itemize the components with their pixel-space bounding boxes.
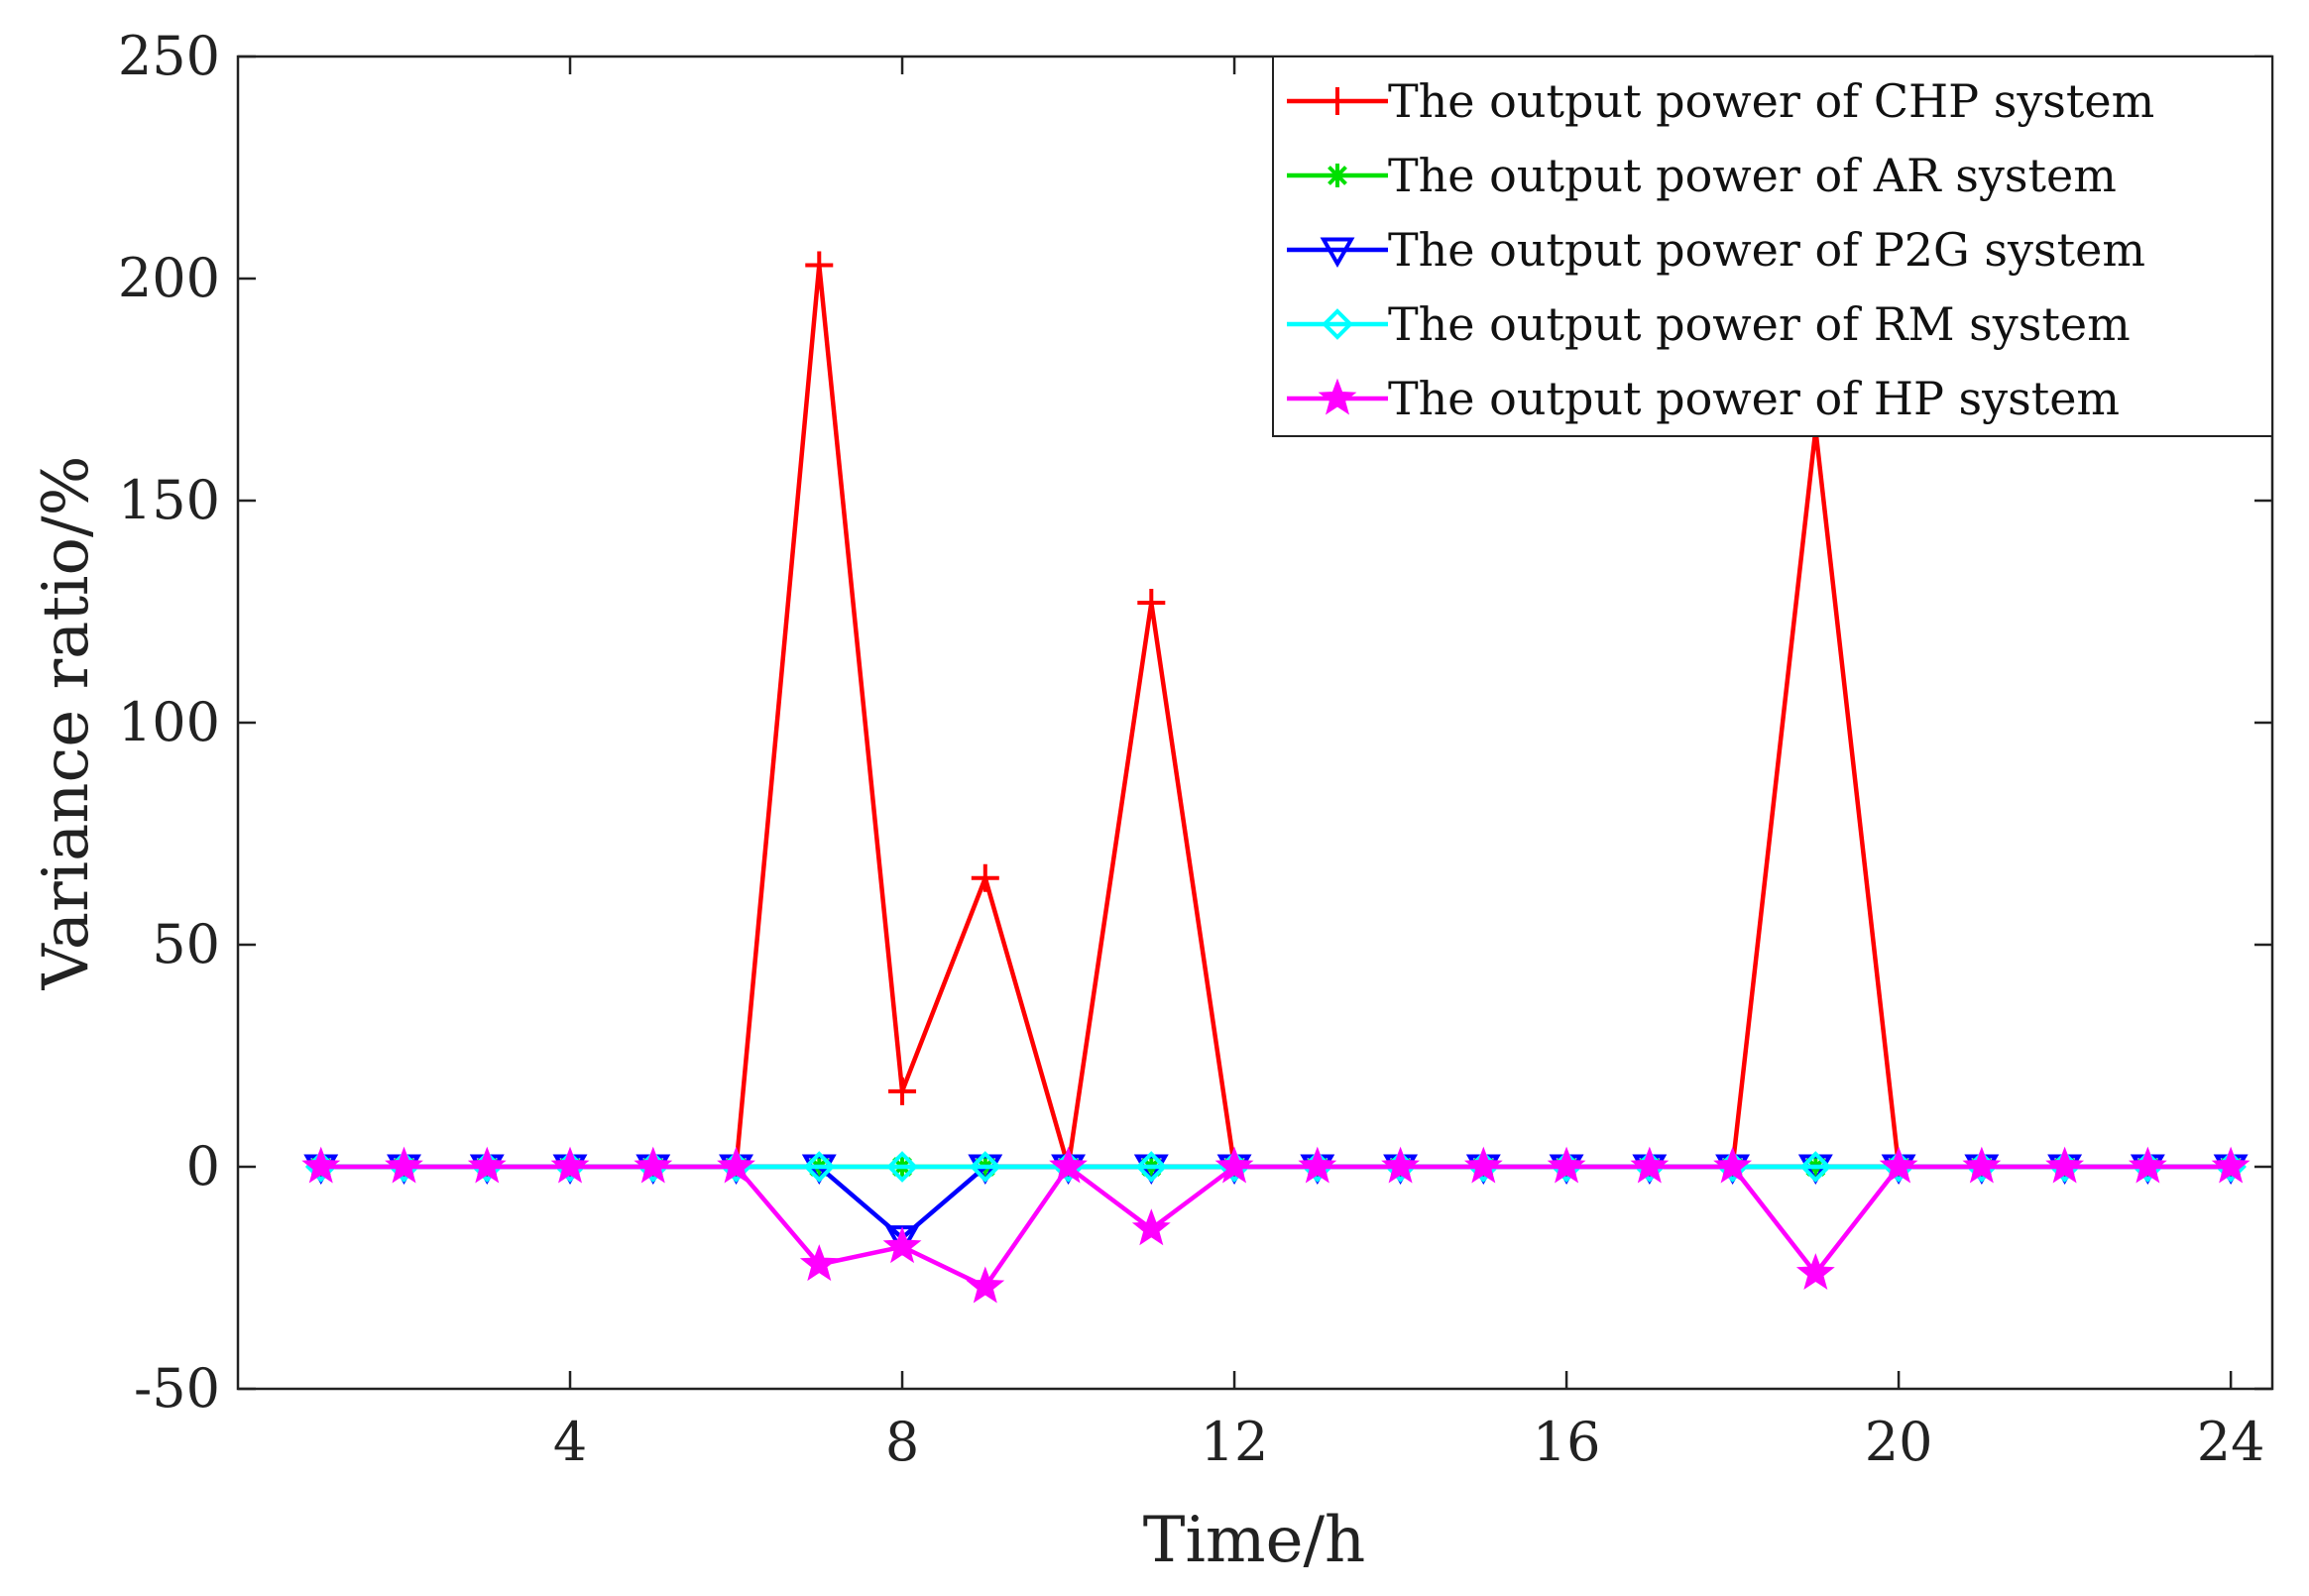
data-point bbox=[550, 1146, 590, 1184]
legend-label: The output power of P2G system bbox=[1388, 223, 2145, 277]
data-point bbox=[805, 251, 834, 280]
data-point bbox=[971, 863, 999, 892]
data-point bbox=[1137, 589, 1166, 618]
data-point bbox=[1214, 1146, 1254, 1184]
data-point bbox=[888, 1077, 917, 1105]
data-point bbox=[717, 1146, 755, 1184]
legend-item: The output power of RM system bbox=[1287, 297, 2131, 351]
legend-label: The output power of RM system bbox=[1388, 297, 2131, 351]
y-tick-label: 50 bbox=[152, 913, 220, 975]
y-axis-title: Variance ratio/% bbox=[30, 456, 103, 991]
series-4 bbox=[301, 1146, 2251, 1304]
data-point bbox=[385, 1146, 423, 1184]
legend-marker bbox=[1322, 308, 1353, 340]
series-line bbox=[320, 1164, 2232, 1290]
data-point bbox=[1463, 1146, 1503, 1184]
data-point bbox=[2045, 1146, 2085, 1184]
series-layer bbox=[301, 251, 2251, 1304]
y-tick-label: 0 bbox=[186, 1135, 220, 1197]
x-tick-label: 20 bbox=[1865, 1411, 1933, 1473]
data-point bbox=[1135, 1151, 1168, 1183]
data-point bbox=[1298, 1146, 1337, 1184]
legend-marker bbox=[1324, 87, 1351, 115]
y-tick-label: -50 bbox=[134, 1357, 220, 1420]
data-point bbox=[969, 1151, 1001, 1183]
data-point bbox=[1962, 1146, 2002, 1184]
legend-label: The output power of AR system bbox=[1388, 149, 2117, 202]
data-point bbox=[1713, 1146, 1753, 1184]
legend-box bbox=[1272, 56, 2273, 437]
x-axis-title: Time/h bbox=[1143, 1504, 1366, 1577]
data-point bbox=[1049, 1146, 1088, 1184]
data-point bbox=[2211, 1146, 2251, 1184]
data-point bbox=[1795, 1253, 1835, 1291]
ticks-layer: 4 8 12 16 20 24 -50 0 50 100 150 200 250 bbox=[118, 25, 2272, 1473]
legend-label: The output power of CHP system bbox=[1388, 74, 2154, 128]
data-point bbox=[803, 1151, 836, 1183]
x-tick-label: 4 bbox=[553, 1411, 587, 1473]
data-point bbox=[886, 1151, 918, 1183]
data-point bbox=[301, 1146, 341, 1184]
data-point bbox=[882, 1226, 922, 1264]
data-point bbox=[1131, 1208, 1171, 1246]
data-point bbox=[1630, 1146, 1670, 1184]
y-tick-label: 250 bbox=[118, 25, 220, 87]
data-point bbox=[1879, 1146, 1918, 1184]
x-tick-label: 12 bbox=[1201, 1411, 1269, 1473]
data-point bbox=[467, 1146, 507, 1184]
legend-marker bbox=[1318, 378, 1357, 415]
x-tick-label: 24 bbox=[2197, 1411, 2265, 1473]
y-tick-label: 200 bbox=[118, 247, 220, 309]
data-point bbox=[634, 1146, 673, 1184]
data-point bbox=[966, 1266, 1005, 1304]
legend-marker bbox=[1320, 237, 1355, 269]
legend-item: The output power of P2G system bbox=[1287, 223, 2145, 277]
data-point bbox=[1799, 1151, 1832, 1183]
x-tick-label: 8 bbox=[885, 1411, 919, 1473]
data-point bbox=[2128, 1146, 2167, 1184]
legend-label: The output power of HP system bbox=[1388, 372, 2120, 425]
legend-item: The output power of AR system bbox=[1287, 149, 2117, 202]
legend-item: The output power of HP system bbox=[1287, 372, 2120, 425]
legend-marker bbox=[1326, 164, 1349, 187]
data-point bbox=[1547, 1146, 1586, 1184]
x-tick-label: 16 bbox=[1533, 1411, 1601, 1473]
legend: The output power of CHP system The output… bbox=[1272, 56, 2273, 437]
legend-item: The output power of CHP system bbox=[1287, 74, 2154, 128]
data-point bbox=[1381, 1146, 1420, 1184]
y-tick-label: 100 bbox=[118, 691, 220, 753]
y-tick-label: 150 bbox=[118, 469, 220, 531]
data-point bbox=[799, 1244, 839, 1282]
